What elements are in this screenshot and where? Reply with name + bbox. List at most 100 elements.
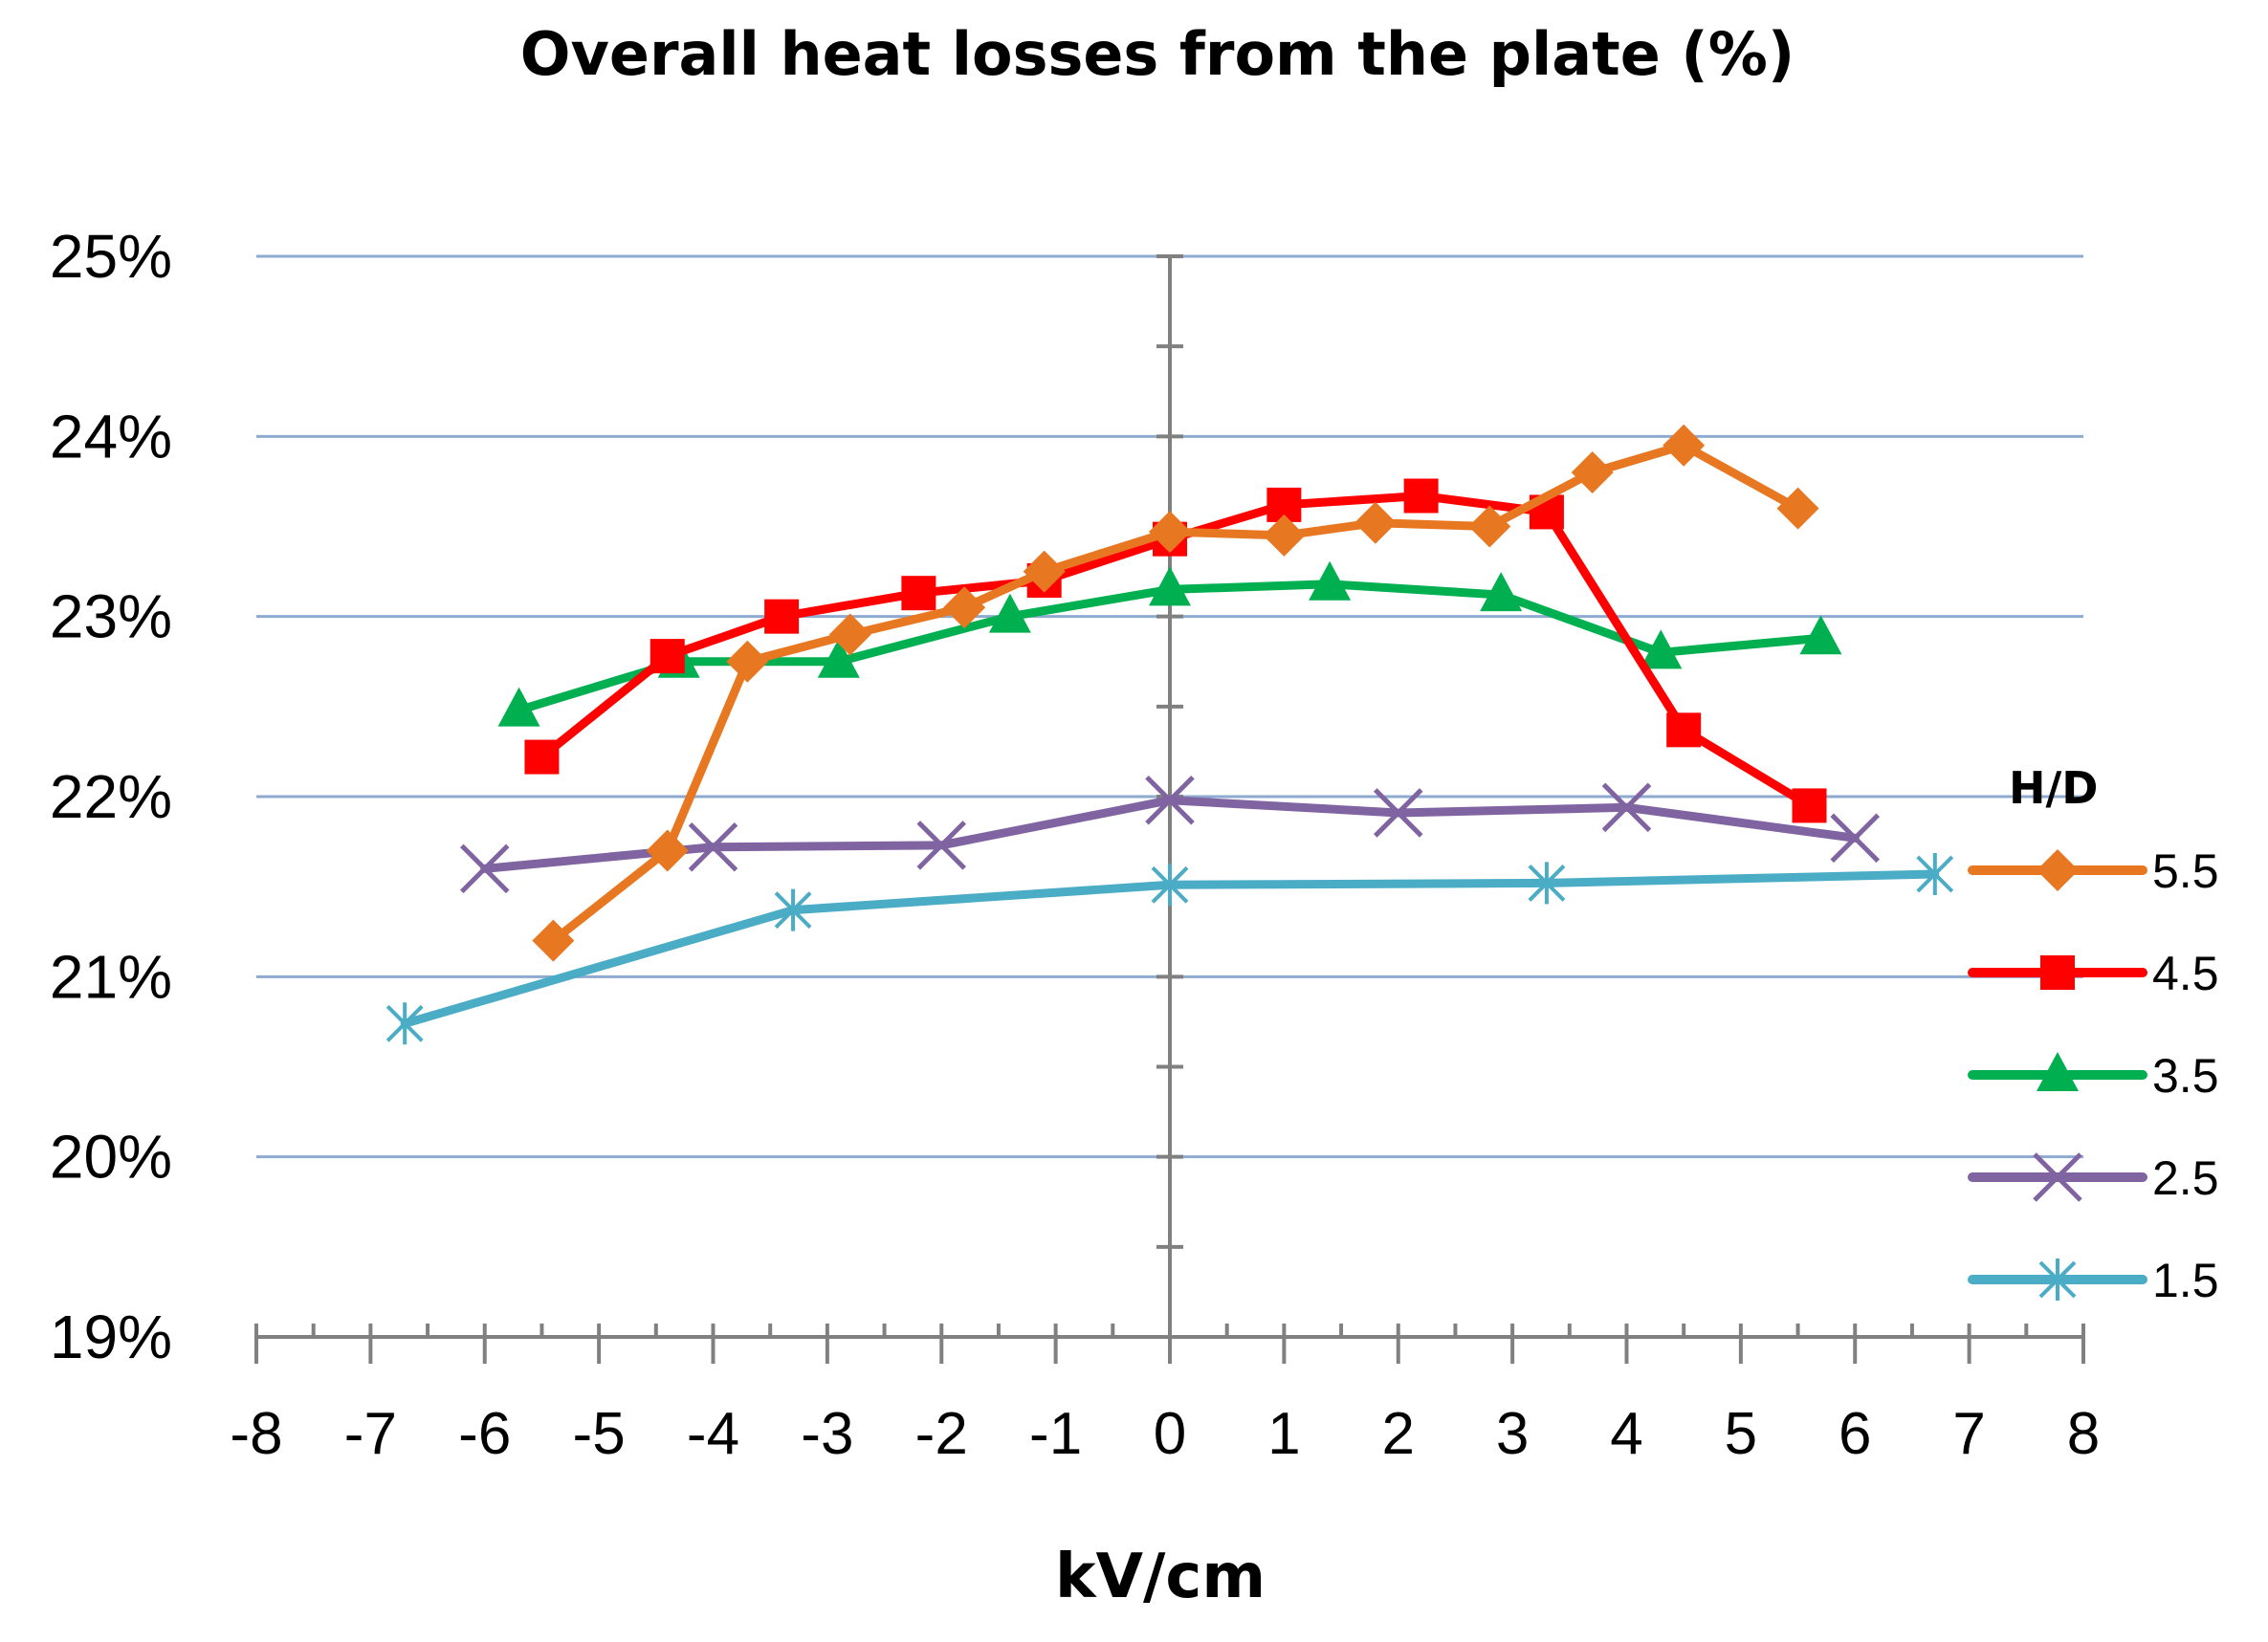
data-point xyxy=(1145,775,1195,825)
x-tick-labels: -8 -7 -6 -5 -4 -3 -2 -1 0 1 2 3 4 5 6 7 8 xyxy=(230,1401,2100,1467)
square-marker xyxy=(1403,478,1439,514)
square-marker xyxy=(650,639,685,674)
data-point xyxy=(1571,451,1614,493)
data-point xyxy=(1662,424,1706,467)
diamond-marker xyxy=(532,919,575,962)
data-point xyxy=(1528,862,1566,905)
data-point xyxy=(1403,478,1439,514)
legend-label: 3.5 xyxy=(2152,1049,2219,1103)
diamond-marker xyxy=(1263,514,1306,557)
x-tick-label: -8 xyxy=(230,1401,282,1467)
triangle-marker xyxy=(1799,615,1842,655)
square-marker xyxy=(2040,955,2075,990)
y-tick-label: 23% xyxy=(50,582,172,651)
x-marker-stroke xyxy=(1373,788,1423,838)
x-tick-label: -2 xyxy=(915,1401,968,1467)
diamond-marker xyxy=(1776,487,1819,530)
data-point xyxy=(726,640,769,683)
diamond-marker xyxy=(1354,501,1397,544)
y-tick-labels: 19% 20% 21% 22% 23% 24% 25% xyxy=(50,222,172,1371)
square-marker xyxy=(764,599,800,634)
diamond-marker xyxy=(1023,550,1066,593)
data-point xyxy=(1149,511,1191,554)
x-tick-label: 3 xyxy=(1496,1401,1529,1467)
data-point xyxy=(1799,615,1842,655)
y-tick-label: 21% xyxy=(50,942,172,1011)
data-point xyxy=(828,613,871,656)
data-point xyxy=(916,821,967,870)
data-point xyxy=(459,843,510,894)
x-marker-stroke xyxy=(1830,813,1881,864)
diamond-marker xyxy=(828,613,871,656)
x-marker-stroke xyxy=(688,821,738,872)
data-point xyxy=(1149,566,1191,606)
data-point xyxy=(1792,788,1827,823)
x-tick-label: 7 xyxy=(1952,1401,1985,1467)
series-5-5 xyxy=(532,424,1819,962)
x-marker-stroke xyxy=(916,821,967,870)
x-marker-stroke xyxy=(2033,1152,2082,1202)
y-tick-label: 22% xyxy=(50,762,172,831)
square-marker xyxy=(1666,712,1702,748)
triangle-marker xyxy=(1309,560,1352,601)
legend-swatch-marker xyxy=(2040,955,2075,990)
x-tick-label: 4 xyxy=(1610,1401,1642,1467)
data-point xyxy=(497,687,540,727)
data-point xyxy=(1640,629,1683,669)
y-tick-label: 24% xyxy=(50,402,172,471)
triangle-marker xyxy=(1480,572,1523,612)
x-tick-label: 2 xyxy=(1382,1401,1415,1467)
diamond-marker xyxy=(2037,849,2079,891)
legend-label: 5.5 xyxy=(2152,844,2219,898)
data-point xyxy=(650,639,685,674)
square-marker xyxy=(1792,788,1827,823)
legend-entry-4-5: 4.5 xyxy=(1968,947,2219,1000)
legend-entry-5-5: 5.5 xyxy=(1968,844,2219,898)
diamond-marker xyxy=(1662,424,1706,467)
data-point xyxy=(532,919,575,962)
data-point xyxy=(1468,505,1511,548)
legend-label: 1.5 xyxy=(2152,1254,2219,1307)
diamond-marker xyxy=(726,640,769,683)
diamond-marker xyxy=(1468,505,1511,548)
square-marker xyxy=(524,739,560,775)
legend-label: 2.5 xyxy=(2152,1151,2219,1205)
axes xyxy=(254,254,2085,1364)
x-tick-label: -4 xyxy=(687,1401,739,1467)
data-point xyxy=(774,888,812,931)
data-point xyxy=(1666,712,1702,748)
data-point xyxy=(1480,572,1523,612)
data-point xyxy=(943,586,986,629)
data-point xyxy=(1309,560,1352,601)
x-marker-stroke xyxy=(1145,775,1195,825)
x-tick-label: 5 xyxy=(1725,1401,1757,1467)
data-point xyxy=(1830,813,1881,864)
series-2-5 xyxy=(459,775,1881,894)
chart-title: Overall heat losses from the plate (%) xyxy=(520,19,1795,89)
x-tick-label: -1 xyxy=(1029,1401,1082,1467)
x-tick-label: -5 xyxy=(573,1401,626,1467)
diamond-marker xyxy=(1149,511,1191,554)
legend-swatch-marker xyxy=(2037,849,2079,891)
triangle-marker xyxy=(988,593,1031,633)
diamond-marker xyxy=(943,586,986,629)
legend-title: H/D xyxy=(2009,762,2098,814)
data-point xyxy=(646,829,689,872)
data-point xyxy=(1263,514,1306,557)
triangle-marker xyxy=(497,687,540,727)
data-point xyxy=(1776,487,1819,530)
data-point xyxy=(688,821,738,872)
y-tick-label: 25% xyxy=(50,222,172,291)
data-point xyxy=(1151,864,1189,907)
x-tick-label: -7 xyxy=(344,1401,397,1467)
legend-entry-2-5: 2.5 xyxy=(1968,1151,2219,1205)
legend-swatch-marker xyxy=(2037,1052,2079,1091)
legend-swatch-marker xyxy=(2033,1152,2082,1202)
data-point xyxy=(1354,501,1397,544)
x-tick-label: 0 xyxy=(1154,1401,1186,1467)
triangle-marker xyxy=(1149,566,1191,606)
data-point xyxy=(1373,788,1423,838)
diamond-marker xyxy=(1571,451,1614,493)
legend-label: 4.5 xyxy=(2152,947,2219,1000)
